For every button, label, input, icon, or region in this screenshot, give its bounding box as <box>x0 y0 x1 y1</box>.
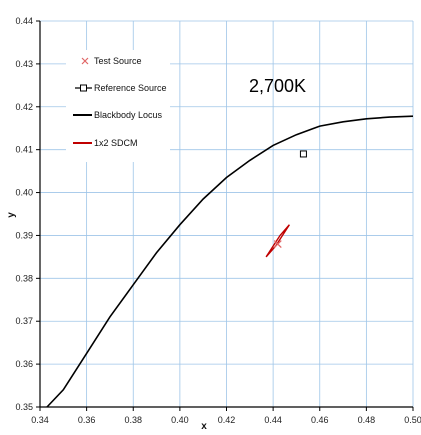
y-tick-label: 0.39 <box>15 230 33 240</box>
y-tick-label: 0.43 <box>15 59 33 69</box>
axes <box>36 20 414 411</box>
reference-source-point <box>299 150 307 158</box>
y-tick-labels: 0.35 0.36 0.37 0.38 0.39 0.40 0.41 0.42 0.43 0.44 <box>15 16 33 412</box>
legend-item-sdcm: 1x2 SDCM <box>73 138 138 148</box>
x-tick-label: 0.34 <box>31 415 49 425</box>
y-tick-label: 0.41 <box>15 145 33 155</box>
temperature-annotation: 2,700K <box>249 76 306 96</box>
x-tick-label: 0.36 <box>78 415 96 425</box>
blackbody-locus-line <box>46 115 414 408</box>
y-tick-label: 0.40 <box>15 188 33 198</box>
sdcm-ellipse <box>265 224 290 258</box>
x-marker-icon <box>81 57 89 65</box>
legend-label: 1x2 SDCM <box>94 138 138 148</box>
legend-label: Reference Source <box>94 83 167 93</box>
y-axis-label: y <box>6 212 17 218</box>
y-tick-label: 0.44 <box>15 16 33 26</box>
x-tick-label: 0.38 <box>124 415 142 425</box>
legend: Test Source Reference Source Blackbody L… <box>66 50 170 162</box>
x-tick-label: 0.42 <box>218 415 236 425</box>
y-tick-label: 0.36 <box>15 359 33 369</box>
x-tick-label: 0.44 <box>264 415 282 425</box>
legend-label: Blackbody Locus <box>94 110 163 120</box>
y-tick-label: 0.35 <box>15 402 33 412</box>
x-axis-label: x <box>201 421 207 432</box>
test-source-point <box>273 240 282 248</box>
legend-label: Test Source <box>94 56 142 66</box>
plot-area <box>46 115 414 408</box>
x-tick-label: 0.40 <box>171 415 189 425</box>
x-tick-label: 0.46 <box>311 415 329 425</box>
legend-item-reference-source: Reference Source <box>75 83 167 93</box>
square-marker-icon <box>80 84 87 92</box>
grid-lines <box>39 20 414 408</box>
y-tick-label: 0.42 <box>15 102 33 112</box>
legend-item-test-source: Test Source <box>81 56 142 66</box>
y-tick-label: 0.37 <box>15 316 33 326</box>
legend-item-blackbody-locus: Blackbody Locus <box>73 110 163 120</box>
x-tick-label: 0.50 <box>404 415 421 425</box>
y-tick-label: 0.38 <box>15 273 33 283</box>
x-tick-labels: 0.34 0.36 0.38 0.40 0.42 0.44 0.46 0.48 0.50 <box>31 415 421 425</box>
x-tick-label: 0.48 <box>358 415 376 425</box>
